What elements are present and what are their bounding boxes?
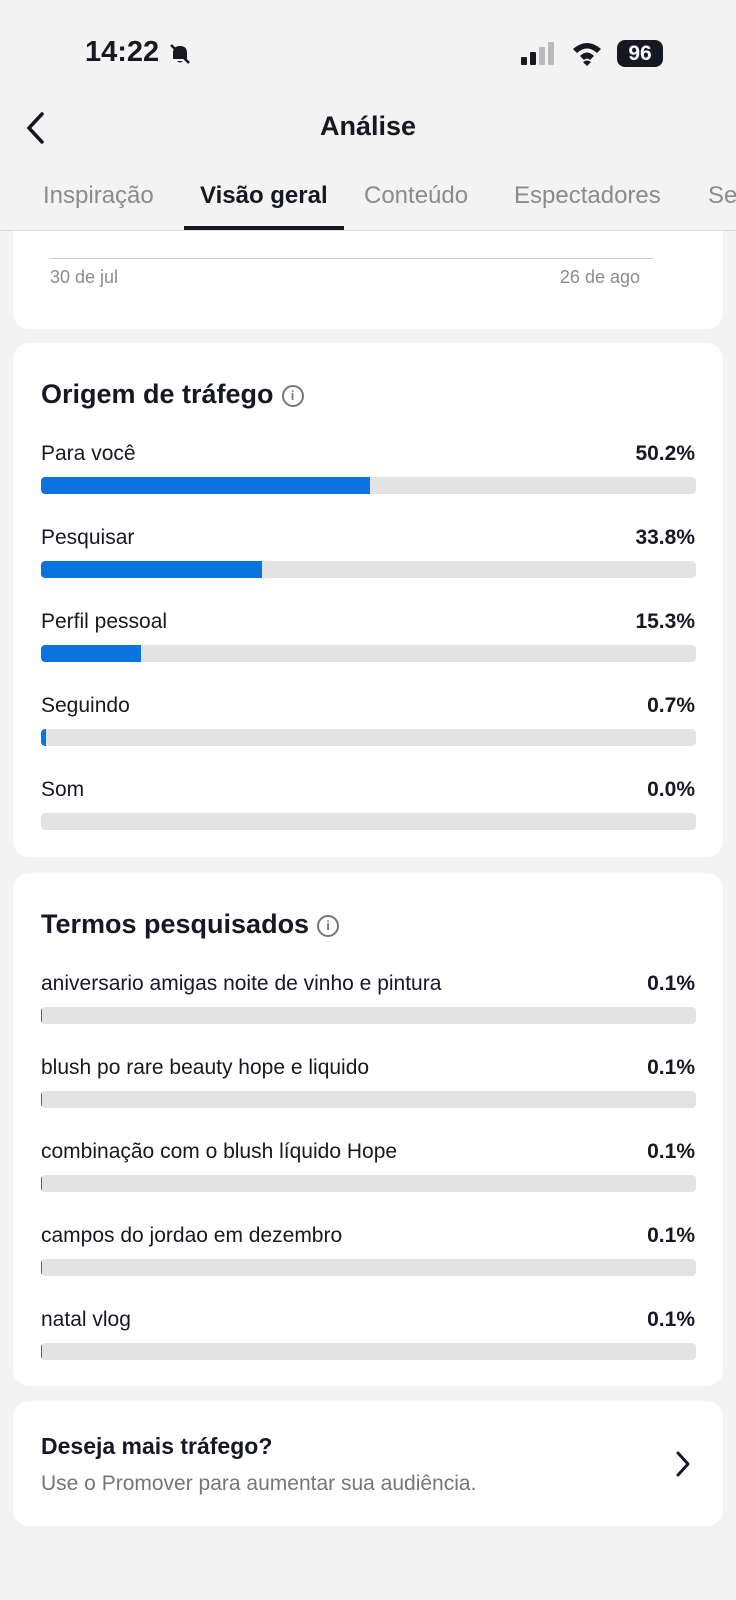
x-label: 26 de ago (559, 267, 640, 287)
bar-track (41, 477, 696, 494)
row-label: campos do jordao em dezembro (41, 1224, 343, 1247)
bar-track (41, 1175, 696, 1192)
row-value: 0.1% (647, 1056, 695, 1079)
bar-track (41, 645, 696, 662)
bar (41, 561, 263, 578)
bar-track (41, 729, 696, 746)
page-title: Análise (319, 111, 417, 141)
bar-track (41, 1259, 696, 1276)
row-value: 0.0% (647, 778, 695, 801)
signal-icon (521, 42, 554, 65)
row-label: combinação com o blush líquido Hope (41, 1140, 398, 1163)
tab[interactable]: Se (708, 182, 736, 209)
row-value: 50.2% (635, 442, 695, 465)
bar-track (41, 813, 696, 830)
tab[interactable]: Espectadores (514, 182, 661, 209)
trend-card: 30 de jul 26 de ago (13, 231, 723, 329)
info-icon[interactable]: i (317, 915, 340, 937)
wifi-icon (573, 43, 601, 66)
bar (41, 729, 46, 746)
row-value: 0.1% (647, 1140, 695, 1163)
row-label: Pesquisar (41, 526, 135, 549)
bar-track (41, 1343, 696, 1360)
section-title: Termos pesquisados i (41, 909, 340, 940)
row-label: Som (41, 778, 85, 801)
chart-axis (50, 258, 653, 259)
bar (41, 1007, 42, 1024)
row-label: Para você (41, 442, 136, 465)
row-label: aniversario amigas noite de vinho e pint… (41, 972, 442, 995)
tab[interactable]: Conteúdo (364, 182, 469, 209)
bar (41, 477, 370, 494)
row-label: Seguindo (41, 694, 130, 717)
bar (41, 1259, 42, 1276)
tab-divider (0, 230, 736, 231)
chevron (676, 1451, 690, 1477)
tab[interactable]: Visão geral (200, 182, 328, 209)
bar-track (41, 1091, 696, 1108)
section-title: Origem de tráfego i (41, 379, 304, 410)
promo-text: Use o Promover para aumentar sua audiênc… (41, 1472, 477, 1495)
row-label: Perfil pessoal (41, 610, 168, 633)
row-value: 0.7% (647, 694, 695, 717)
bar (41, 1091, 42, 1108)
bar (41, 1175, 42, 1192)
row-value: 15.3% (635, 610, 695, 633)
traffic-card: Origem de tráfego i Para você 50.2% Pesquis… (13, 343, 723, 857)
bar (41, 1343, 42, 1360)
row-label: natal vlog (41, 1308, 131, 1331)
row-value: 0.1% (647, 1224, 695, 1247)
mute-icon (170, 44, 190, 64)
status-time: 14:22 (85, 36, 160, 68)
row-value: 0.1% (647, 1308, 695, 1331)
section-title-text: Termos pesquisados (41, 909, 310, 939)
tab[interactable]: Inspiração (43, 182, 154, 209)
bar (41, 645, 142, 662)
terms-card: Termos pesquisados i aniversario amigas n… (13, 873, 723, 1386)
tab-indicator (184, 226, 344, 230)
row-value: 33.8% (635, 526, 695, 549)
section-title-text: Origem de tráfego (41, 379, 274, 409)
back-button[interactable] (22, 110, 52, 146)
info-icon[interactable]: i (281, 385, 304, 407)
x-label: 30 de jul (50, 267, 119, 287)
promo-title: Deseja mais tráfego? (41, 1433, 273, 1459)
bar-track (41, 1007, 696, 1024)
row-label: blush po rare beauty hope e liquido (41, 1056, 370, 1079)
bar-track (41, 561, 696, 578)
row-value: 0.1% (647, 972, 695, 995)
battery: 96 (617, 40, 663, 67)
promo-card[interactable]: Deseja mais tráfego? Use o Promover para… (13, 1401, 723, 1526)
